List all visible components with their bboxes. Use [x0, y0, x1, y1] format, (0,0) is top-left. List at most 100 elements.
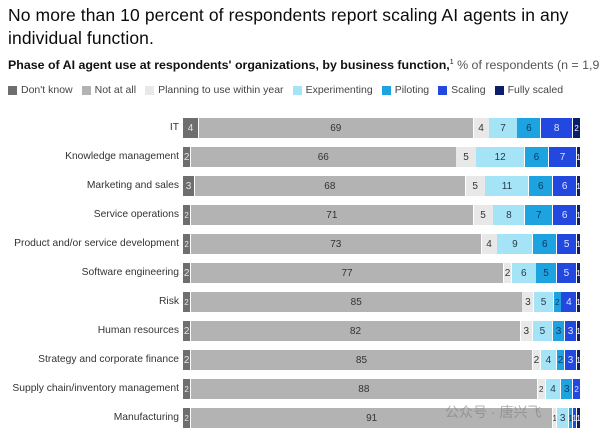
bar-segment-manufacturing-planning-to-use-within-year: 1	[553, 408, 557, 428]
data-label: 4	[550, 383, 556, 395]
bar-segment-product-and-or-service-development-experimenting: 9	[497, 234, 533, 254]
data-label: 2	[184, 239, 189, 249]
bar-segment-human-resources-fully-scaled: 1	[576, 321, 581, 341]
data-label: 6	[538, 180, 544, 192]
data-label: 3	[555, 325, 562, 337]
bar-segment-software-engineering-scaling: 5	[556, 263, 577, 283]
data-label: 5	[463, 151, 469, 163]
legend-item-experimenting: Experimenting	[292, 84, 373, 96]
data-label: 85	[350, 296, 362, 308]
chart-legend: Don't know Not at all Planning to use with…	[8, 84, 572, 96]
bar-segment-software-engineering-not-at-all: 77	[191, 263, 504, 283]
data-label: 3	[564, 383, 570, 395]
bar-segment-knowledge-management-fully-scaled: 1	[576, 147, 581, 167]
bar-segment-strategy-and-corporate-finance-don-t-know: 2	[183, 350, 191, 370]
data-label: 5	[480, 209, 486, 221]
category-label-risk: Risk	[158, 296, 179, 307]
bar-segment-knowledge-management-scaling: 7	[548, 147, 577, 167]
bar-segment-knowledge-management-not-at-all: 66	[191, 147, 456, 167]
data-label: 2	[538, 384, 544, 394]
bar-segment-strategy-and-corporate-finance-fully-scaled: 1	[576, 350, 581, 370]
data-label: 91	[366, 412, 378, 424]
legend-swatch	[438, 85, 448, 95]
data-label: 1	[577, 239, 581, 249]
data-label: 1	[577, 210, 581, 220]
legend-label: Fully scaled	[507, 84, 564, 96]
legend-item-fully-scaled: Fully scaled	[494, 84, 564, 96]
data-label: 2	[183, 354, 190, 366]
bar-segment-service-operations-scaling: 6	[553, 205, 577, 225]
bar-segment-marketing-and-sales-not-at-all: 68	[194, 176, 465, 196]
bar-segment-service-operations-planning-to-use-within-year: 5	[473, 205, 493, 225]
bar-segment-it-not-at-all: 69	[198, 118, 473, 138]
bar-segment-risk-fully-scaled: 1	[577, 292, 581, 312]
bar-segment-knowledge-management-don-t-know: 2	[183, 147, 191, 167]
data-label: 77	[341, 267, 353, 279]
bar-segment-supply-chain-inventory-management-not-at-all: 88	[190, 379, 537, 399]
bar-segment-marketing-and-sales-fully-scaled: 1	[577, 176, 581, 196]
data-label: 4	[486, 238, 492, 250]
legend-label: Piloting	[394, 84, 430, 96]
data-label: 12	[494, 151, 506, 163]
category-label-strategy-and-corporate-finance: Strategy and corporate finance	[38, 354, 179, 365]
legend-swatch	[381, 85, 391, 95]
data-label: 85	[355, 354, 368, 366]
bar-segment-strategy-and-corporate-finance-piloting: 2	[556, 350, 565, 370]
data-label: 2	[183, 151, 190, 163]
data-label: 3	[523, 325, 530, 337]
subtitle-main: Phase of AI agent use at respondents' or…	[8, 58, 450, 72]
legend-item-scaling: Scaling	[438, 84, 486, 96]
bar-segment-it-planning-to-use-within-year: 4	[473, 118, 489, 138]
category-label-knowledge-management: Knowledge management	[65, 151, 179, 162]
subtitle-units: % of respondents (n = 1,933)	[457, 58, 600, 72]
bar-segment-strategy-and-corporate-finance-not-at-all: 85	[191, 350, 532, 370]
legend-label: Not at all	[94, 84, 137, 96]
bar-segment-software-engineering-piloting: 5	[536, 263, 556, 283]
bar-segment-risk-planning-to-use-within-year: 3	[522, 292, 534, 312]
legend-swatch	[8, 85, 17, 95]
data-label: 5	[563, 238, 570, 250]
data-label: 3	[185, 180, 192, 192]
data-label: 2	[554, 297, 560, 307]
legend-swatch	[494, 85, 504, 95]
bar-segment-knowledge-management-piloting: 6	[524, 147, 549, 167]
legend-item-not-at-all: Not at all	[81, 84, 137, 96]
data-label: 6	[526, 122, 532, 134]
bar-segment-product-and-or-service-development-fully-scaled: 1	[577, 234, 581, 254]
data-label: 1	[573, 413, 577, 423]
bar-segment-marketing-and-sales-scaling: 6	[553, 176, 577, 196]
bar-segment-knowledge-management-experimenting: 12	[476, 147, 524, 167]
bar-segment-risk-piloting: 2	[553, 292, 561, 312]
data-label: 6	[561, 180, 568, 192]
data-label: 5	[472, 180, 478, 192]
data-label: 1	[553, 413, 557, 423]
data-label: 5	[543, 267, 549, 279]
category-label-it: IT	[169, 122, 179, 133]
data-label: 7	[559, 151, 566, 163]
data-label: 4	[187, 122, 194, 134]
bar-segment-software-engineering-experimenting: 6	[511, 263, 536, 283]
data-label: 66	[317, 151, 329, 163]
bar-segment-it-scaling: 8	[541, 118, 573, 138]
data-label: 5	[540, 296, 547, 308]
bar-segment-human-resources-experimenting: 5	[532, 321, 553, 341]
data-label: 2	[184, 210, 189, 220]
data-label: 3	[567, 325, 574, 337]
bar-segment-manufacturing-experimenting: 3	[557, 408, 569, 428]
data-label: 2	[574, 384, 579, 394]
chart-subtitle: Phase of AI agent use at respondents' or…	[8, 58, 600, 72]
bar-segment-supply-chain-inventory-management-don-t-know: 2	[183, 379, 191, 399]
legend-item-piloting: Piloting	[381, 84, 430, 96]
footnote-mark: 1	[449, 59, 454, 66]
bar-segment-product-and-or-service-development-planning-to-use-within-year: 4	[481, 234, 497, 254]
bar-segment-marketing-and-sales-planning-to-use-within-year: 5	[465, 176, 485, 196]
bar-segment-marketing-and-sales-piloting: 6	[529, 176, 553, 196]
legend-label: Don't know	[21, 84, 73, 96]
data-label: 82	[349, 325, 362, 337]
category-label-product-and-or-service-development: Product and/or service development	[14, 238, 179, 249]
bar-segment-supply-chain-inventory-management-planning-to-use-within-year: 2	[537, 379, 545, 399]
data-label: 2	[574, 123, 579, 133]
bar-segment-product-and-or-service-development-don-t-know: 2	[183, 234, 191, 254]
data-label: 1	[569, 413, 573, 423]
bar-segment-human-resources-scaling: 3	[564, 321, 577, 341]
